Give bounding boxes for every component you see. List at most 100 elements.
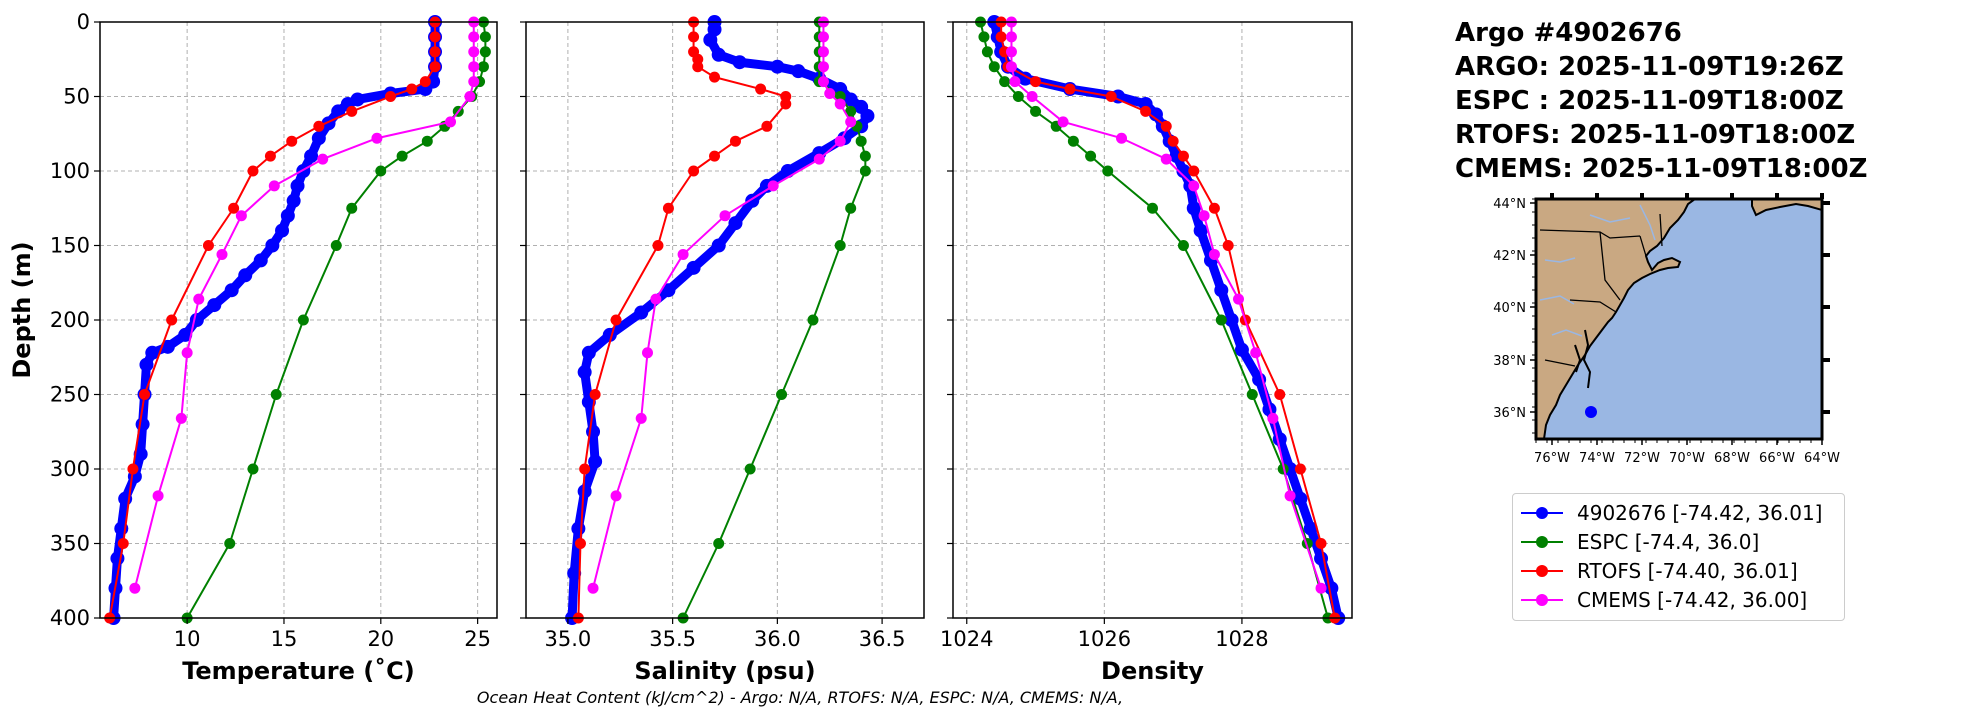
data-point — [587, 582, 599, 594]
data-point — [313, 120, 325, 132]
map-lat-label: 36°N — [1493, 406, 1526, 421]
data-point — [479, 31, 491, 43]
x-tick-label: 1024 — [940, 627, 993, 651]
data-point — [1294, 463, 1306, 475]
legend-swatch — [1521, 535, 1563, 549]
data-point — [571, 521, 586, 536]
data-point — [709, 150, 721, 162]
map-lat-label: 40°N — [1493, 301, 1526, 316]
data-point — [855, 135, 867, 147]
data-point — [1250, 347, 1262, 359]
data-point — [1314, 551, 1329, 566]
data-point — [280, 208, 295, 223]
data-point — [579, 463, 591, 475]
data-point — [634, 305, 649, 320]
data-point — [995, 31, 1007, 43]
data-point — [1246, 389, 1258, 400]
legend: 4902676 [-74.42, 36.01] ESPC [-74.4, 36.0… — [1512, 493, 1845, 621]
data-point — [139, 357, 154, 372]
map-ticks: 44°N 42°N 40°N 38°N 36°N 76°W 74°W 72°W 70°W 68°W… — [1493, 193, 1840, 466]
data-point — [1315, 538, 1327, 549]
data-point — [791, 64, 806, 79]
x-tick-label: 15 — [271, 627, 298, 651]
data-point — [1148, 107, 1163, 122]
data-point — [1177, 240, 1189, 251]
series-line — [592, 21, 852, 590]
data-point — [713, 538, 725, 549]
data-point — [317, 153, 329, 165]
data-point — [1198, 210, 1210, 222]
data-point — [770, 59, 785, 74]
data-point — [396, 150, 408, 162]
data-point — [834, 240, 846, 251]
x-tick-label: 20 — [367, 627, 394, 651]
x-tick-label: 35.0 — [545, 627, 592, 651]
data-point — [181, 347, 193, 359]
data-point — [686, 260, 701, 275]
data-point — [635, 412, 647, 424]
data-point — [1176, 164, 1191, 178]
data-point — [127, 463, 139, 475]
data-point — [728, 216, 743, 231]
data-point — [216, 248, 228, 260]
data-point — [692, 61, 704, 73]
data-point — [586, 424, 601, 439]
data-point — [429, 31, 441, 43]
info-title: Argo #4902676 ARGO: 2025-11-09T19:26Z ESPC… — [1455, 16, 1867, 186]
data-point — [1160, 120, 1172, 132]
map-lon-label: 64°W — [1804, 451, 1840, 466]
data-point — [265, 238, 280, 253]
data-point — [1208, 202, 1220, 214]
legend-item: CMEMS [-74.42, 36.00] — [1521, 585, 1836, 614]
data-point — [135, 417, 150, 432]
data-point — [988, 61, 1000, 73]
data-point — [978, 31, 990, 43]
map-land-nova-scotia — [1751, 199, 1822, 217]
data-point — [193, 293, 205, 305]
data-point — [264, 150, 276, 162]
series-line — [133, 21, 475, 590]
data-point — [780, 98, 792, 110]
data-point — [464, 91, 476, 102]
legend-swatch — [1521, 593, 1563, 607]
data-point — [1193, 223, 1208, 238]
data-point — [1274, 389, 1286, 400]
series-cmems — [587, 16, 857, 594]
data-point — [767, 180, 779, 192]
data-point — [719, 210, 731, 222]
data-point — [468, 31, 480, 43]
data-point — [1012, 91, 1024, 102]
data-point — [297, 314, 309, 326]
y-tick-label: 400 — [50, 606, 90, 630]
x-axis-label: Temperature (˚C) — [182, 657, 415, 685]
data-point — [468, 61, 480, 73]
data-point — [652, 240, 664, 251]
y-tick-label: 50 — [63, 85, 90, 109]
data-point — [247, 165, 259, 177]
data-point — [1267, 412, 1279, 424]
data-point — [224, 538, 236, 549]
y-axis-label: Depth (m) — [8, 241, 36, 378]
data-point — [189, 313, 204, 327]
y-tick-label: 350 — [50, 532, 90, 556]
data-point — [346, 105, 358, 117]
data-point — [253, 253, 268, 268]
data-point — [1030, 105, 1042, 117]
series-cmems — [129, 16, 480, 594]
panel-3: 1024 1026 1028 Density — [940, 15, 1353, 685]
data-point — [588, 454, 603, 469]
data-point — [860, 108, 875, 123]
data-point — [1208, 248, 1220, 260]
map-lat-label: 44°N — [1493, 197, 1526, 212]
data-point — [117, 538, 129, 549]
legend-swatch — [1521, 564, 1563, 578]
data-point — [468, 76, 480, 88]
data-point — [1188, 180, 1200, 192]
panel-2: 35.0 35.5 36.0 36.5 Salinity (psu) — [520, 15, 925, 685]
x-tick-label: 10 — [174, 627, 201, 651]
data-point — [479, 46, 491, 58]
data-point — [160, 339, 175, 354]
data-point — [703, 32, 718, 47]
data-point — [152, 490, 164, 502]
